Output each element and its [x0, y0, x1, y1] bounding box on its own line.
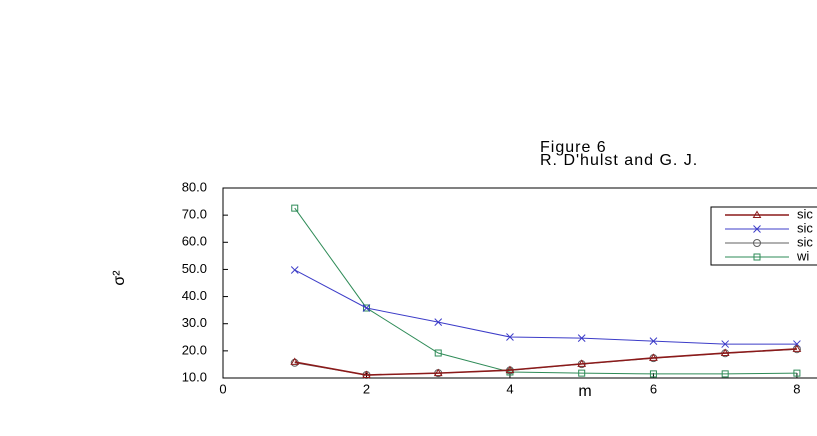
- point-marker: [793, 369, 801, 377]
- point-marker: [792, 345, 801, 354]
- legend-label: sic: [797, 220, 813, 235]
- point-marker: [649, 337, 658, 345]
- legend-marker: [753, 253, 761, 261]
- point-marker: [649, 370, 657, 378]
- chart-subtitle: R. D'hulst and G. J.: [540, 152, 698, 169]
- x-tick-label: 6: [650, 381, 657, 396]
- y-tick-label: 30.0: [182, 315, 207, 330]
- point-marker: [434, 318, 443, 326]
- point-marker: [291, 204, 299, 212]
- legend-box: [710, 206, 817, 266]
- point-marker: [290, 357, 300, 365]
- y-tick-label: 40.0: [182, 288, 207, 303]
- legend-marker: [753, 239, 762, 247]
- point-marker: [433, 368, 443, 377]
- point-marker: [577, 334, 586, 342]
- series-line: [294, 207, 797, 375]
- chart-title: Figure 6: [540, 139, 607, 156]
- series-line: [294, 269, 797, 345]
- x-axis-label: m: [578, 383, 591, 400]
- point-marker: [577, 359, 587, 367]
- series-line: [294, 348, 797, 376]
- legend-marker: [752, 210, 762, 218]
- legend-marker: [753, 225, 761, 233]
- axis-frame: [222, 187, 817, 379]
- y-tick-label: 60.0: [182, 234, 207, 249]
- point-marker: [290, 266, 299, 274]
- point-marker: [362, 370, 371, 378]
- legend-label: wi: [796, 248, 809, 263]
- point-marker: [720, 348, 730, 356]
- x-tick-label: 8: [793, 381, 800, 396]
- point-marker: [792, 344, 802, 352]
- y-tick-label: 50.0: [182, 261, 207, 276]
- point-marker: [721, 340, 730, 348]
- y-axis-label: σ²: [111, 270, 128, 286]
- legend-label: sic: [797, 206, 813, 221]
- point-marker: [649, 353, 658, 361]
- y-tick-label: 10.0: [182, 369, 207, 384]
- point-marker: [362, 304, 371, 312]
- y-tick-label: 80.0: [182, 179, 207, 194]
- x-tick-label: 2: [363, 381, 370, 396]
- x-tick-label: 0: [219, 381, 226, 396]
- y-tick-label: 20.0: [182, 342, 207, 357]
- point-marker: [505, 365, 515, 374]
- legend-label: sic: [797, 234, 813, 249]
- y-tick-label: 70.0: [182, 207, 207, 222]
- x-tick-label: 4: [506, 381, 513, 396]
- point-marker: [578, 369, 586, 377]
- point-marker: [721, 370, 729, 378]
- point-marker: [434, 349, 442, 357]
- point-marker: [506, 333, 514, 341]
